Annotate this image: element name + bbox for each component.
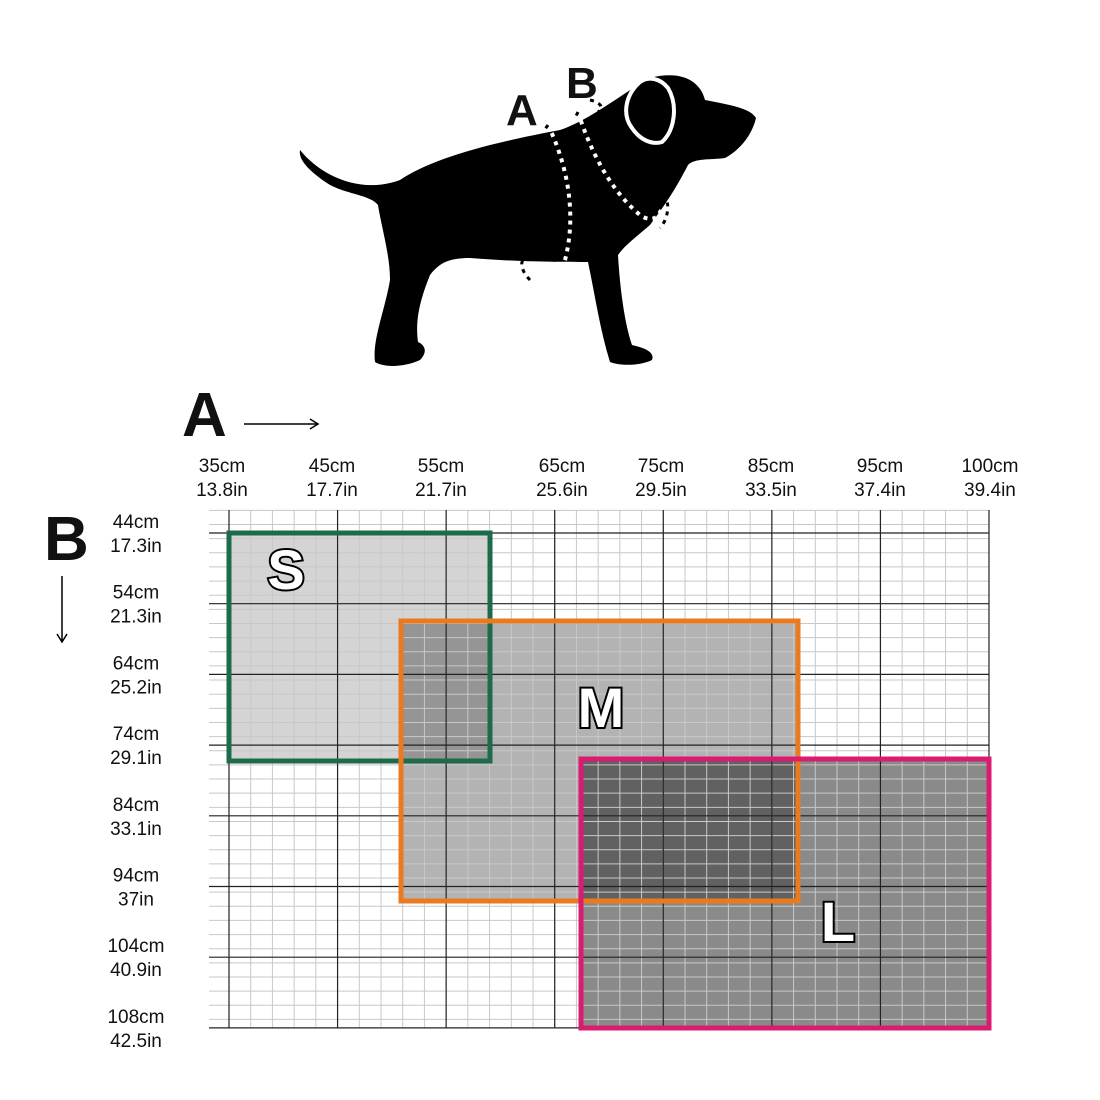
column-in-label: 13.8in [196, 480, 248, 501]
size-fills [229, 533, 989, 1028]
dog-silhouette [299, 75, 756, 366]
row-in-label: 17.3in [110, 536, 162, 557]
row-in-label: 25.2in [110, 677, 162, 698]
dog-label: B [566, 59, 598, 108]
size-boxes: S M L [226, 530, 992, 1031]
row-cm-label: 64cm [113, 653, 159, 674]
row-cm-label: 74cm [113, 724, 159, 745]
measure-b [576, 111, 664, 221]
measure-b [572, 98, 670, 230]
axis-b-label: B [44, 505, 89, 574]
size-fill [581, 759, 989, 1028]
column-in-label: 37.4in [854, 480, 906, 501]
row-cm-label: 94cm [113, 866, 159, 887]
measure-a [528, 124, 573, 287]
column-cm-label: 55cm [418, 456, 464, 477]
column-cm-label: 85cm [748, 456, 794, 477]
column-in-label: 39.4in [964, 480, 1016, 501]
axis-a-arrow [244, 418, 320, 430]
size-letter: S [267, 538, 304, 601]
row-in-label: 40.9in [110, 960, 162, 981]
axis-a-label: A [182, 381, 227, 450]
size-letter: M [578, 676, 625, 739]
column-cm-label: 45cm [309, 456, 355, 477]
row-cm-label: 84cm [113, 795, 159, 816]
dog-illustration: A B [299, 59, 756, 366]
row-cm-label: 104cm [107, 936, 164, 957]
row-in-label: 37in [118, 890, 154, 911]
row-cm-label: 108cm [107, 1007, 164, 1028]
row-cm-label: 44cm [113, 512, 159, 533]
column-cm-label: 75cm [638, 456, 684, 477]
axis-b-arrow [56, 576, 68, 644]
row-in-label: 21.3in [110, 607, 162, 628]
row-in-label: 33.1in [110, 819, 162, 840]
column-in-label: 25.6in [536, 480, 588, 501]
column-cm-label: 100cm [961, 456, 1018, 477]
row-in-label: 29.1in [110, 748, 162, 769]
column-cm-label: 65cm [539, 456, 585, 477]
column-in-label: 21.7in [415, 480, 467, 501]
row-cm-label: 54cm [113, 583, 159, 604]
measure-a [520, 124, 550, 282]
size-border [578, 756, 992, 1031]
grid-labels: 35cm 13.8in 45cm 17.7in 55cm 21.7in 65cm 25.6in… [107, 456, 1018, 1052]
column-cm-label: 35cm [199, 456, 245, 477]
dog-label: A [506, 86, 538, 135]
column-in-label: 33.5in [745, 480, 797, 501]
size-letter: L [821, 890, 855, 953]
column-in-label: 29.5in [635, 480, 687, 501]
size-border [226, 530, 493, 764]
dog-ear [624, 76, 676, 145]
column-in-label: 17.7in [306, 480, 358, 501]
row-in-label: 42.5in [110, 1031, 162, 1052]
column-cm-label: 95cm [857, 456, 903, 477]
